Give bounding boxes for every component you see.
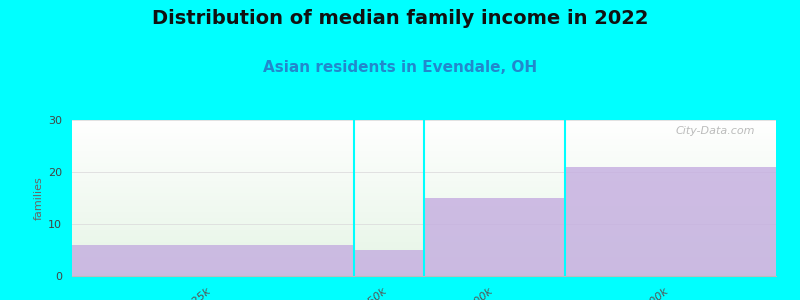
Text: City-Data.com: City-Data.com xyxy=(675,126,755,136)
Y-axis label: families: families xyxy=(34,176,44,220)
Bar xyxy=(565,167,776,276)
Bar xyxy=(72,245,354,276)
Text: Asian residents in Evendale, OH: Asian residents in Evendale, OH xyxy=(263,60,537,75)
Bar xyxy=(354,250,424,276)
Text: Distribution of median family income in 2022: Distribution of median family income in … xyxy=(152,9,648,28)
Bar xyxy=(424,198,565,276)
